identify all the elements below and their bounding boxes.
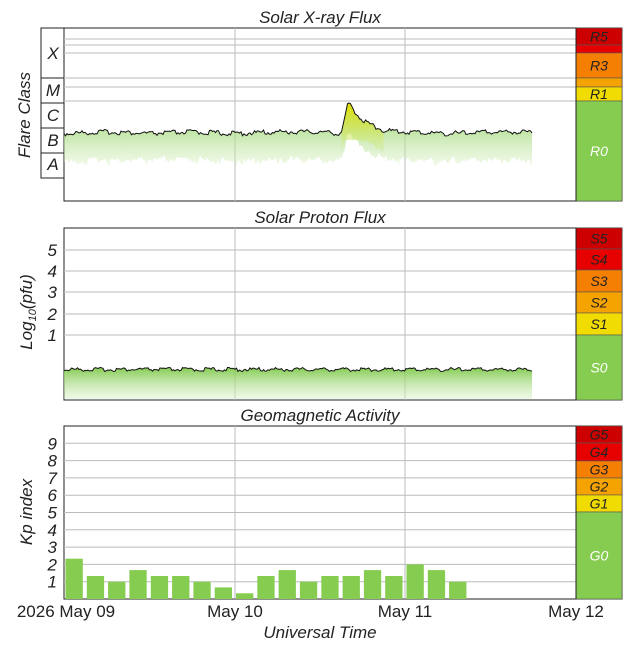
class-label-a: A <box>46 155 58 174</box>
xtick-may09: 2026 May 09 <box>17 602 115 621</box>
kp-tick: 3 <box>48 538 58 557</box>
scale-cell-r4 <box>575 44 623 54</box>
kp-bar <box>150 576 169 599</box>
kp-bar <box>129 570 147 599</box>
proton-title: Solar Proton Flux <box>254 208 386 227</box>
scale-label-g5: G5 <box>590 427 609 443</box>
flare-class-labels: X M C B A <box>40 27 65 179</box>
s-scale: S5 S4 S3 S2 S1 S0 <box>575 227 623 401</box>
geomag-grid <box>64 426 576 599</box>
proton-flux-line <box>63 366 533 373</box>
proton-ylabel: Log10(pfu) <box>17 274 39 350</box>
xaxis-label: Universal Time <box>263 623 376 642</box>
kp-bar <box>193 581 211 599</box>
scale-label-g3: G3 <box>590 462 609 478</box>
xray-plot-frame <box>63 27 623 202</box>
scale-label-s1: S1 <box>590 316 607 332</box>
kp-tick: 8 <box>48 452 58 471</box>
proton-panel: Solar Proton Flux Log10(pfu) 1 2 3 4 5 S… <box>17 208 623 401</box>
proton-tick: 5 <box>48 241 58 260</box>
kp-bar <box>278 570 296 599</box>
kp-bar <box>321 576 339 599</box>
scale-cell-s0 <box>575 334 623 401</box>
xray-flux-line <box>63 102 533 137</box>
geomag-ylabel: Kp index <box>17 478 36 545</box>
kp-bar <box>257 576 275 599</box>
proton-ylabel-base: Log <box>17 321 36 350</box>
kp-bar <box>449 581 467 599</box>
proton-ylabel-unit: (pfu) <box>17 274 36 309</box>
proton-tick: 2 <box>47 305 58 324</box>
kp-bar <box>65 558 83 599</box>
kp-tick: 5 <box>48 504 58 523</box>
kp-tick: 4 <box>48 521 57 540</box>
proton-tick: 1 <box>48 326 57 345</box>
xray-flux-fill <box>64 103 532 167</box>
xray-flux-series <box>63 102 533 167</box>
geomag-title: Geomagnetic Activity <box>240 406 401 425</box>
class-label-c: C <box>47 106 60 125</box>
kp-bar <box>406 564 424 599</box>
proton-tick: 4 <box>48 262 57 281</box>
kp-bar <box>108 581 126 599</box>
kp-bar <box>86 576 105 599</box>
time-axis: 2026 May 09 May 10 May 11 May 12 Univers… <box>17 602 604 642</box>
proton-flux-series <box>63 366 533 399</box>
proton-tick: 3 <box>48 283 58 302</box>
xray-flare-fill <box>341 103 384 153</box>
xtick-may11: May 11 <box>378 602 433 621</box>
class-label-b: B <box>47 131 58 150</box>
kp-bar <box>427 570 446 599</box>
scale-label-g4: G4 <box>590 444 609 460</box>
scale-label-r1: R1 <box>590 86 608 102</box>
scale-cell-g0 <box>575 511 623 600</box>
xtick-may10: May 10 <box>207 602 263 621</box>
scale-label-g1: G1 <box>590 496 609 512</box>
scale-label-s4: S4 <box>590 252 607 268</box>
scale-label-r3: R3 <box>590 58 608 74</box>
xray-panel: Solar X-ray Flux Flare Class X M C B A <box>15 8 623 202</box>
kp-bar <box>299 581 318 599</box>
class-label-x: X <box>46 44 59 63</box>
xtick-may12: May 12 <box>548 602 604 621</box>
kp-bars <box>65 558 467 599</box>
xray-title: Solar X-ray Flux <box>259 8 381 27</box>
geomag-panel: Geomagnetic Activity Kp index 123456789 … <box>17 406 623 600</box>
xray-grid <box>64 28 576 201</box>
kp-tick: 1 <box>48 573 57 592</box>
scale-label-r0: R0 <box>590 143 608 159</box>
scale-label-g0: G0 <box>590 548 609 564</box>
xray-ylabel: Flare Class <box>15 72 34 158</box>
proton-ylabel-sub: 10 <box>27 308 39 321</box>
kp-bar <box>385 576 403 599</box>
kp-bar <box>363 570 382 599</box>
r-scale: R5 R3 R1 R0 <box>575 27 623 202</box>
kp-bar <box>236 593 254 599</box>
scale-label-s5: S5 <box>590 231 607 247</box>
kp-tick: 2 <box>47 555 58 574</box>
kp-bar <box>214 587 232 599</box>
scale-label-s3: S3 <box>590 273 607 289</box>
kp-tick: 6 <box>48 486 58 505</box>
scale-label-r5: R5 <box>590 29 608 45</box>
kp-tick: 7 <box>48 469 58 488</box>
kp-bar <box>172 576 190 599</box>
scale-label-s0: S0 <box>590 360 607 376</box>
scale-label-g2: G2 <box>590 479 609 495</box>
kp-tick: 9 <box>48 434 58 453</box>
scale-cell-r0 <box>575 100 623 202</box>
proton-flux-fill <box>64 367 532 399</box>
kp-bar <box>342 576 360 599</box>
class-label-m: M <box>46 81 61 100</box>
scale-label-s2: S2 <box>590 295 607 311</box>
